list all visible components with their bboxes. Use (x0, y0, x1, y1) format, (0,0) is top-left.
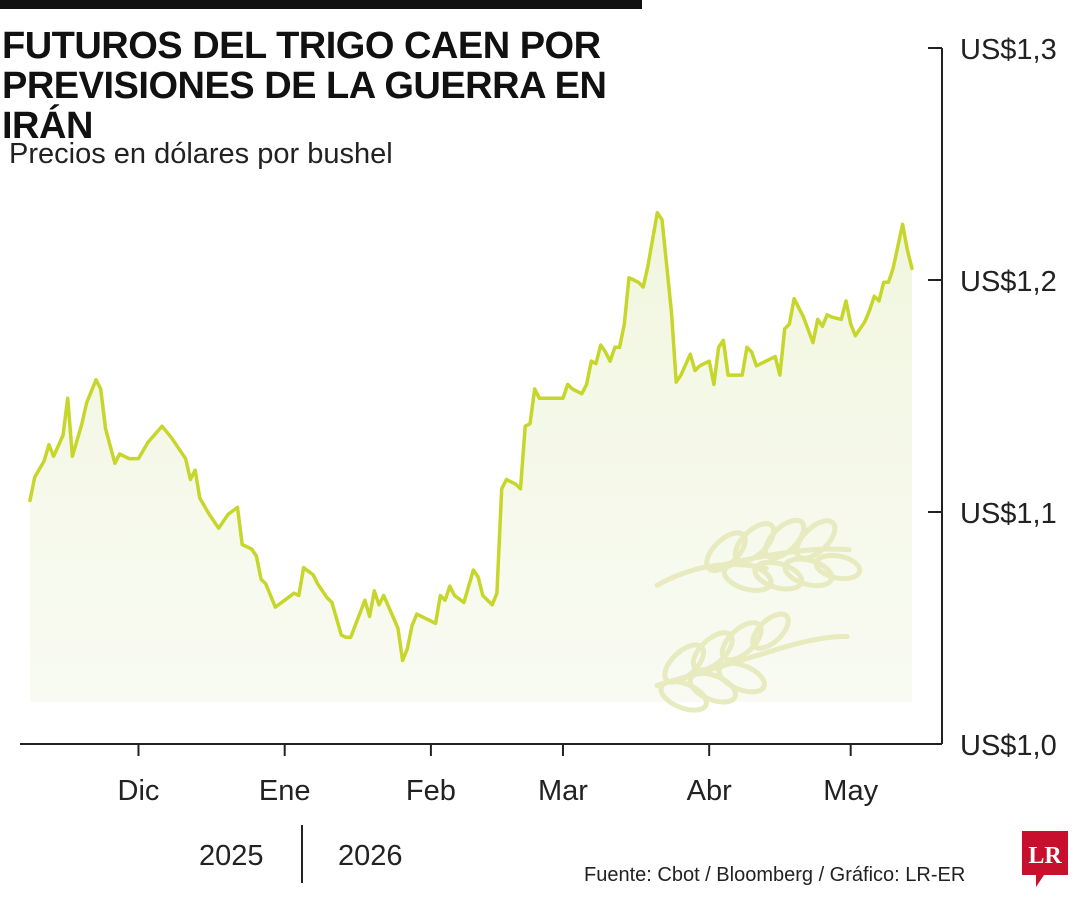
chart-title: FUTUROS DEL TRIGO CAEN POR PREVISIONES D… (2, 26, 662, 146)
year-label-2025: 2025 (199, 840, 264, 872)
source-credit: Fuente: Cbot / Bloomberg / Gráfico: LR-E… (584, 864, 966, 886)
y-tick-label: US$1,3 (960, 34, 1057, 66)
x-tick-label: Mar (538, 775, 588, 807)
x-tick-label: Dic (118, 775, 160, 807)
y-tick-label: US$1,1 (960, 498, 1057, 530)
year-separator (301, 825, 303, 883)
axis-layer: Dic Ene Feb Mar Abr May US$1,0 US$1,1 US$1,2 US$1… (20, 34, 1057, 807)
lr-logo: LR (1022, 831, 1068, 887)
line-layer (28, 210, 914, 663)
title-line-1: FUTUROS DEL TRIGO CAEN POR (2, 25, 601, 67)
x-tick-label: Abr (687, 775, 732, 807)
y-tick-label: US$1,0 (960, 730, 1057, 762)
top-rule (0, 0, 642, 9)
wheat-illustration (654, 517, 863, 713)
x-tick-label: May (823, 775, 878, 807)
x-tick-label: Ene (259, 775, 311, 807)
x-tick-label: Feb (406, 775, 456, 807)
wheat-stalk-lower-icon (654, 611, 850, 713)
area-layer (30, 212, 912, 702)
wheat-stalk-upper-icon (654, 517, 863, 593)
series-area (30, 212, 912, 702)
year-label-2026: 2026 (338, 840, 403, 872)
y-tick-label: US$1,2 (960, 266, 1057, 298)
title-line-2: PREVISIONES DE LA GUERRA EN IRÁN (2, 65, 607, 147)
lr-logo-text: LR (1028, 843, 1062, 869)
series-line (28, 210, 914, 663)
chart-subtitle: Precios en dólares por bushel (9, 138, 393, 170)
